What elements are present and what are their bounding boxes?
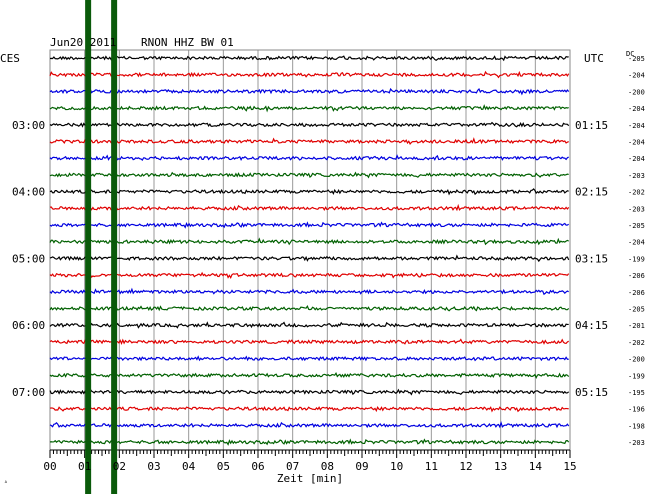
x-tick-label: 02	[113, 460, 126, 473]
x-tick-label: 10	[390, 460, 403, 473]
dc-offset-label: -201	[628, 322, 645, 330]
trace-row-12	[49, 237, 570, 246]
trace-row-20	[49, 371, 570, 380]
trace-row-9	[49, 188, 569, 196]
trace-row-21	[49, 388, 570, 396]
local-time-label: 04:00	[12, 186, 45, 199]
time-grid	[49, 49, 571, 458]
left-timezone-label: CES	[0, 52, 20, 65]
trace-row-7	[49, 154, 570, 162]
trace-row-18	[49, 338, 570, 345]
trace-row-24	[49, 438, 570, 446]
x-tick-label: 05	[217, 460, 230, 473]
trace-row-10	[49, 203, 570, 212]
x-tick-label: 00	[43, 460, 56, 473]
local-time-label: 07:00	[12, 386, 45, 399]
seismic-traces	[49, 55, 570, 446]
x-tick-label: 08	[321, 460, 334, 473]
dc-offset-label: -202	[628, 189, 645, 197]
x-tick-label: 13	[494, 460, 507, 473]
dc-offset-label: -203	[628, 439, 645, 447]
dc-offset-label: -199	[628, 372, 645, 380]
x-tick-label: 12	[459, 460, 472, 473]
local-time-label: 03:00	[12, 119, 45, 132]
dc-offset-label: -206	[628, 272, 645, 280]
dc-offset-label: -200	[628, 356, 645, 364]
dc-offset-label: -206	[628, 289, 645, 297]
x-axis-title: Zeit [min]	[277, 472, 343, 485]
local-time-label: 06:00	[12, 319, 45, 332]
trace-row-23	[49, 420, 570, 429]
dc-offset-label: -205	[628, 55, 645, 63]
trace-row-14	[49, 271, 570, 280]
dc-offset-label: -200	[628, 88, 645, 96]
dc-offset-label: -203	[628, 172, 645, 180]
x-tick-label: 04	[182, 460, 196, 473]
corner-mark: ᴬ	[4, 480, 8, 487]
trace-row-6	[49, 137, 569, 145]
dc-label: DC	[626, 50, 634, 58]
utc-time-label: 04:15	[575, 319, 608, 332]
trace-row-22	[49, 405, 569, 413]
utc-time-label: 01:15	[575, 119, 608, 132]
trace-row-2	[49, 70, 570, 79]
utc-time-label: 05:15	[575, 386, 608, 399]
trace-row-19	[49, 355, 569, 362]
x-tick-label: 03	[147, 460, 160, 473]
trace-row-15	[49, 287, 569, 296]
trace-row-8	[49, 171, 569, 179]
dc-offset-label: -204	[628, 155, 645, 163]
axis-labels: 00 01 02 03 04 05 06 07 08 09 10 11 12 13 14 15 -205 -204…	[12, 55, 645, 473]
x-tick-label: 15	[563, 460, 576, 473]
dc-offset-label: -203	[628, 205, 645, 213]
trace-row-3	[49, 87, 570, 96]
x-tick-label: 06	[251, 460, 264, 473]
trace-row-4	[49, 104, 569, 113]
local-time-label: 05:00	[12, 252, 45, 265]
x-tick-label: 14	[529, 460, 543, 473]
dc-offset-label: -196	[628, 406, 645, 414]
dc-offset-label: -205	[628, 222, 645, 230]
x-tick-label: 01	[78, 460, 91, 473]
date-label: Jun20 2011	[50, 36, 116, 49]
dc-offset-label: -204	[628, 122, 645, 130]
utc-time-label: 02:15	[575, 186, 608, 199]
trace-row-13	[49, 254, 570, 263]
event-markers	[85, 0, 118, 494]
trace-row-1	[49, 55, 569, 62]
x-tick-label: 09	[355, 460, 368, 473]
dc-offset-label: -202	[628, 339, 645, 347]
dc-offset-label: -199	[628, 255, 645, 263]
trace-row-11	[49, 221, 570, 229]
station-label: RNON HHZ BW 01	[141, 36, 234, 49]
trace-row-5	[49, 121, 570, 128]
dc-offset-label: -204	[628, 239, 645, 247]
dc-offset-label: -204	[628, 139, 645, 147]
dc-offset-label: -198	[628, 422, 645, 430]
dc-offset-label: -205	[628, 306, 645, 314]
trace-row-17	[49, 321, 569, 329]
x-tick-label: 11	[425, 460, 438, 473]
right-timezone-label: UTC	[584, 52, 604, 65]
dc-offset-label: -195	[628, 389, 645, 397]
dc-offset-label: -204	[628, 72, 645, 80]
x-tick-label: 07	[286, 460, 299, 473]
utc-time-label: 03:15	[575, 252, 608, 265]
trace-row-16	[49, 304, 570, 312]
event-marker	[111, 0, 118, 494]
event-marker	[85, 0, 92, 494]
dc-offset-label: -204	[628, 105, 645, 113]
